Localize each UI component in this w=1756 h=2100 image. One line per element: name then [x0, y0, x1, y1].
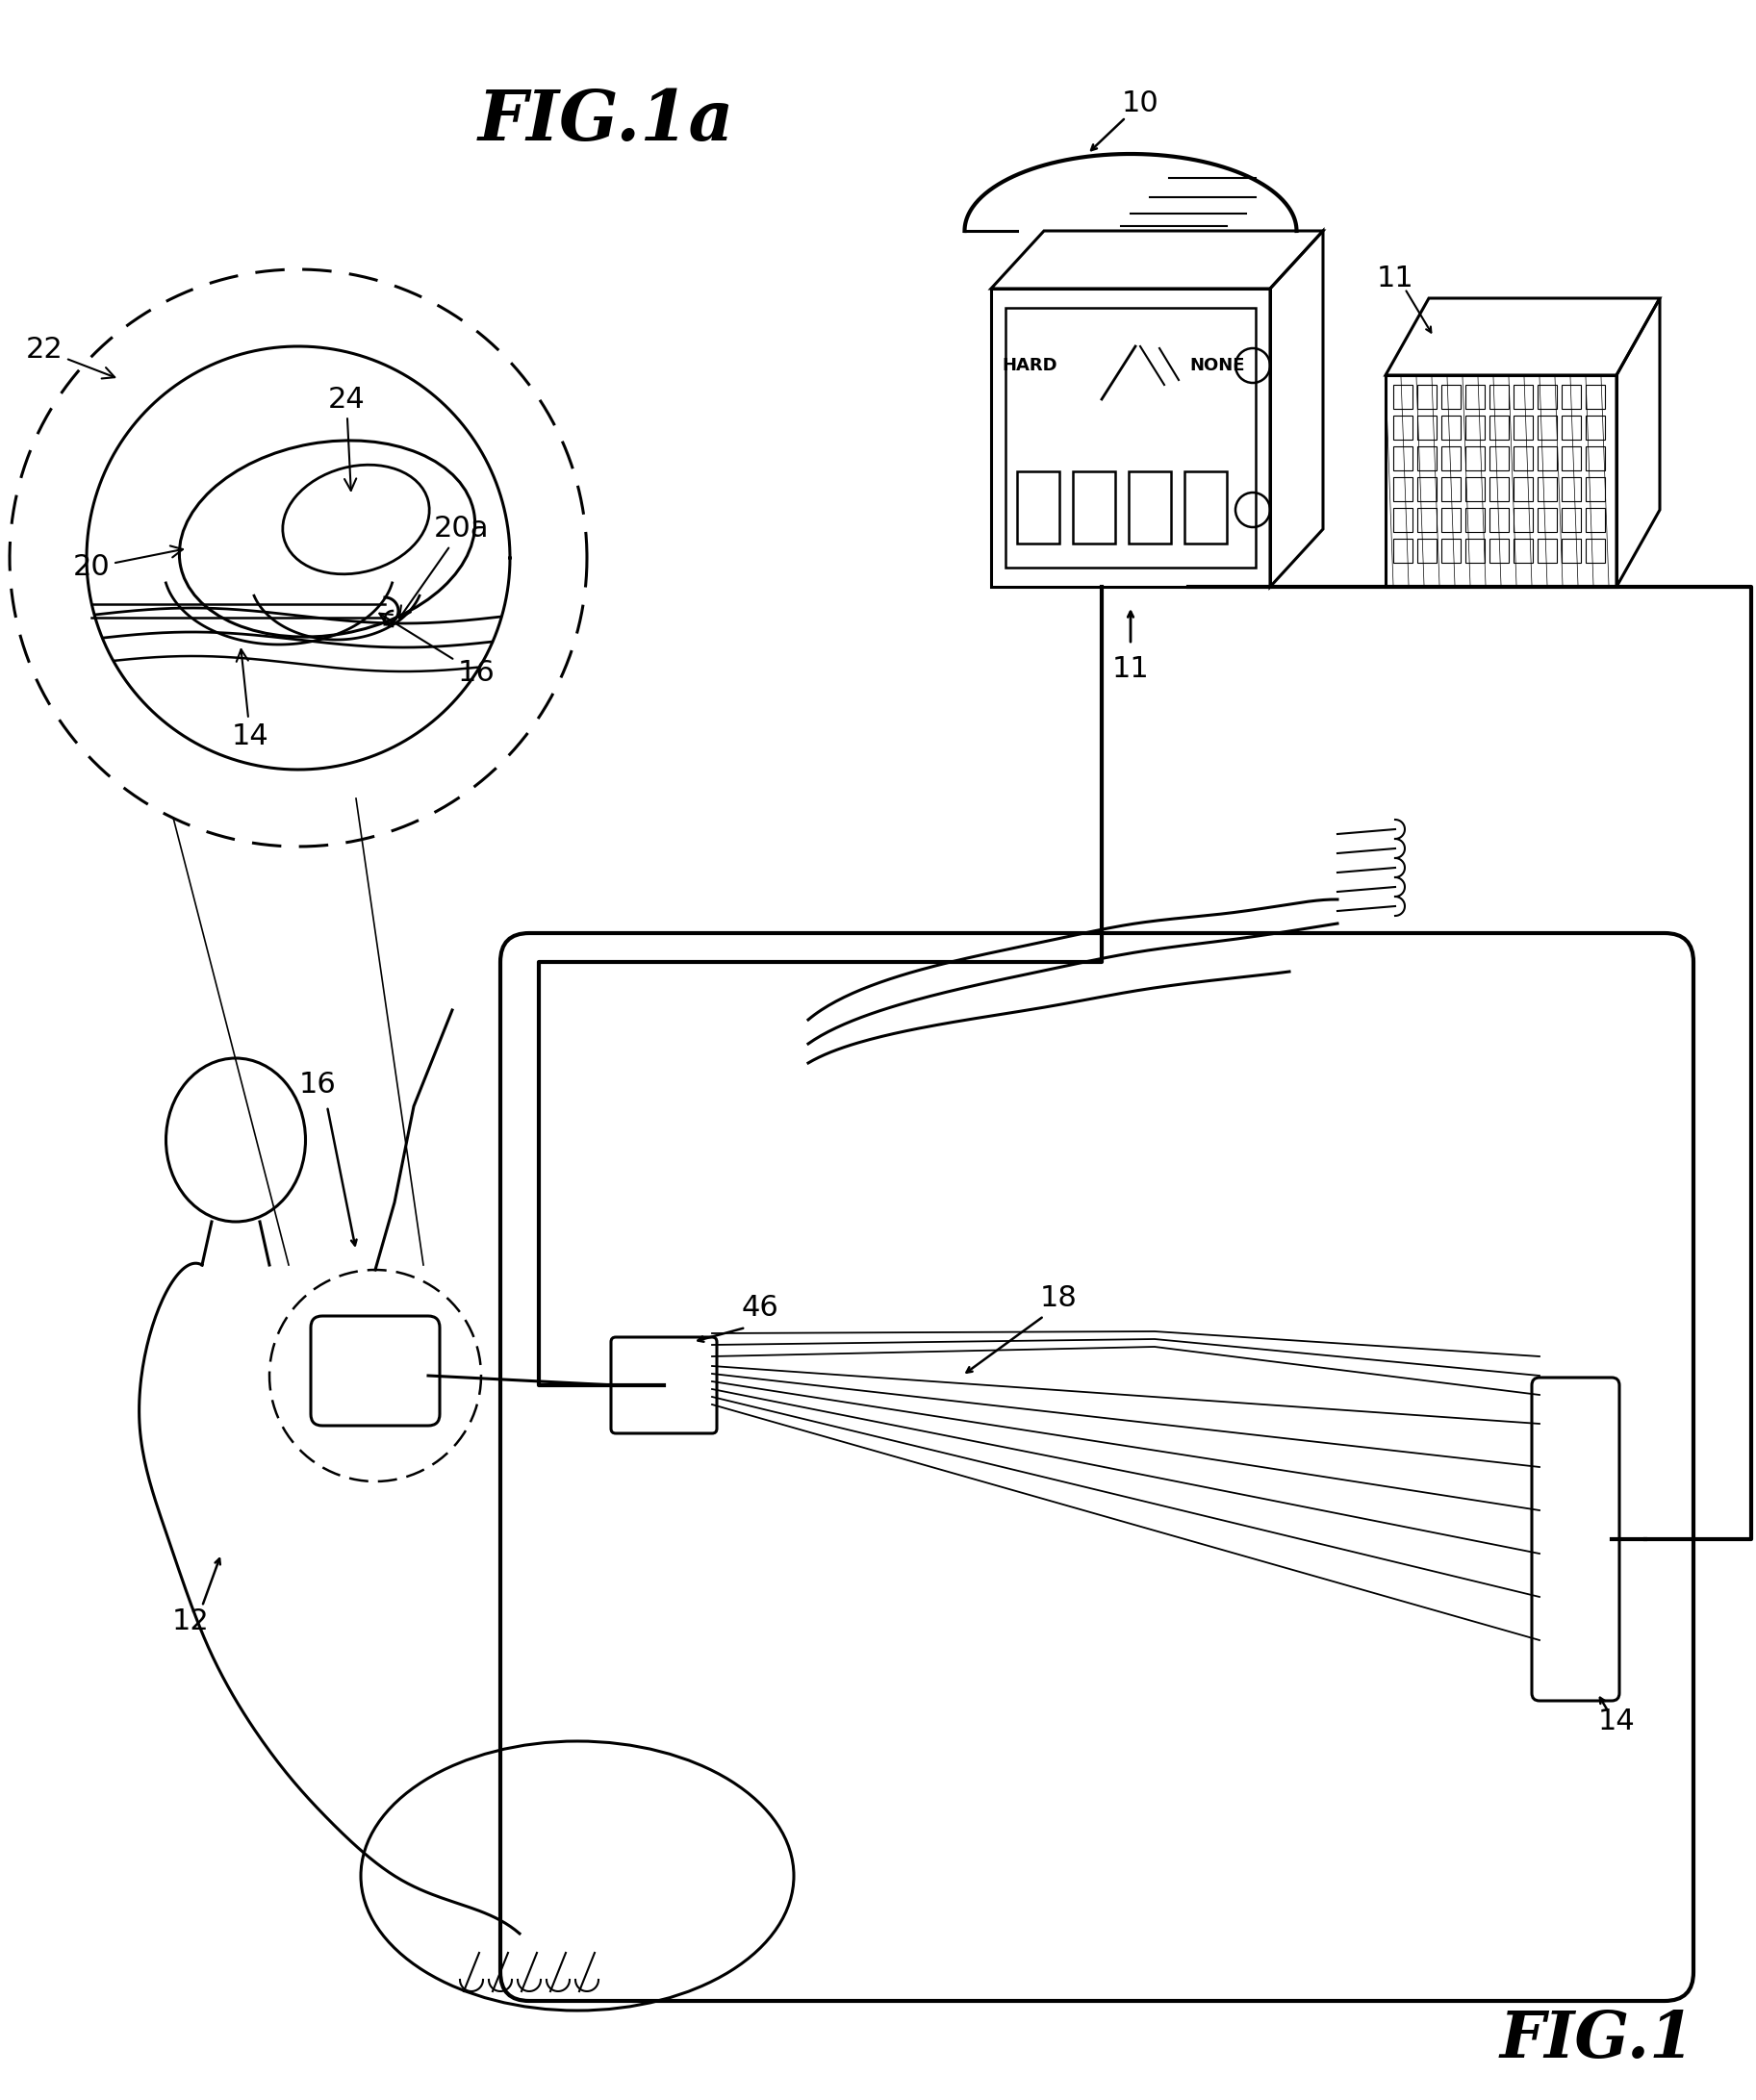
Text: 16: 16 — [379, 613, 495, 687]
Bar — [1466, 416, 1484, 439]
Bar — [1586, 447, 1605, 470]
Text: 24: 24 — [328, 384, 365, 491]
Bar — [1442, 540, 1461, 563]
Bar — [1417, 384, 1436, 410]
Bar — [990, 288, 1270, 586]
Text: 12: 12 — [172, 1607, 209, 1636]
Text: 20a: 20a — [399, 514, 490, 617]
Bar — [1514, 477, 1533, 502]
Bar — [1466, 447, 1484, 470]
Text: HARD: HARD — [1003, 357, 1057, 374]
Bar — [1417, 447, 1436, 470]
Bar — [1393, 447, 1412, 470]
Bar — [1586, 384, 1605, 410]
Text: 18: 18 — [1040, 1285, 1076, 1312]
Text: 46: 46 — [741, 1294, 778, 1323]
Bar — [1514, 540, 1533, 563]
Bar — [1393, 384, 1412, 410]
Bar — [1466, 384, 1484, 410]
Bar — [1489, 477, 1508, 502]
Text: 10: 10 — [1122, 90, 1159, 118]
Text: 20: 20 — [72, 546, 183, 582]
Bar — [1442, 477, 1461, 502]
Bar — [1514, 447, 1533, 470]
Bar — [1561, 416, 1580, 439]
Bar — [1466, 508, 1484, 531]
Bar — [1417, 477, 1436, 502]
Bar — [1561, 477, 1580, 502]
Bar — [1538, 508, 1558, 531]
Bar — [1466, 540, 1484, 563]
Bar — [1393, 508, 1412, 531]
Text: FIG.1: FIG.1 — [1500, 2008, 1695, 2071]
Bar — [1586, 477, 1605, 502]
Bar — [1489, 384, 1508, 410]
Bar — [1586, 508, 1605, 531]
Bar — [1442, 384, 1461, 410]
Bar — [1417, 416, 1436, 439]
Bar — [1514, 416, 1533, 439]
Bar — [1489, 416, 1508, 439]
Text: 14: 14 — [232, 649, 269, 750]
Bar — [1442, 508, 1461, 531]
Bar — [1393, 477, 1412, 502]
Bar — [1561, 447, 1580, 470]
Bar — [1538, 384, 1558, 410]
Text: 16: 16 — [299, 1071, 335, 1098]
Bar — [1393, 540, 1412, 563]
Bar — [1489, 447, 1508, 470]
Bar — [1586, 540, 1605, 563]
Bar — [1489, 508, 1508, 531]
Bar — [1561, 540, 1580, 563]
Bar — [1442, 447, 1461, 470]
Bar — [1538, 416, 1558, 439]
Bar — [1514, 508, 1533, 531]
Bar — [1466, 477, 1484, 502]
Bar — [1538, 477, 1558, 502]
Text: 11: 11 — [1377, 265, 1414, 292]
Bar — [1393, 416, 1412, 439]
Text: 11: 11 — [1112, 655, 1148, 682]
Bar — [1514, 384, 1533, 410]
Bar — [1185, 470, 1227, 544]
Text: FIG.1a: FIG.1a — [478, 86, 734, 155]
Bar — [1489, 540, 1508, 563]
Bar — [1006, 309, 1256, 567]
Bar — [1538, 540, 1558, 563]
Bar — [1561, 508, 1580, 531]
Bar — [1129, 470, 1171, 544]
Text: NONE: NONE — [1189, 357, 1245, 374]
Text: 22: 22 — [26, 336, 114, 378]
Text: 14: 14 — [1598, 1707, 1635, 1737]
Bar — [1442, 416, 1461, 439]
Bar — [1417, 540, 1436, 563]
Bar — [1561, 384, 1580, 410]
Bar — [1017, 470, 1059, 544]
Bar — [1538, 447, 1558, 470]
Bar — [1073, 470, 1115, 544]
Bar — [1586, 416, 1605, 439]
Bar — [1417, 508, 1436, 531]
